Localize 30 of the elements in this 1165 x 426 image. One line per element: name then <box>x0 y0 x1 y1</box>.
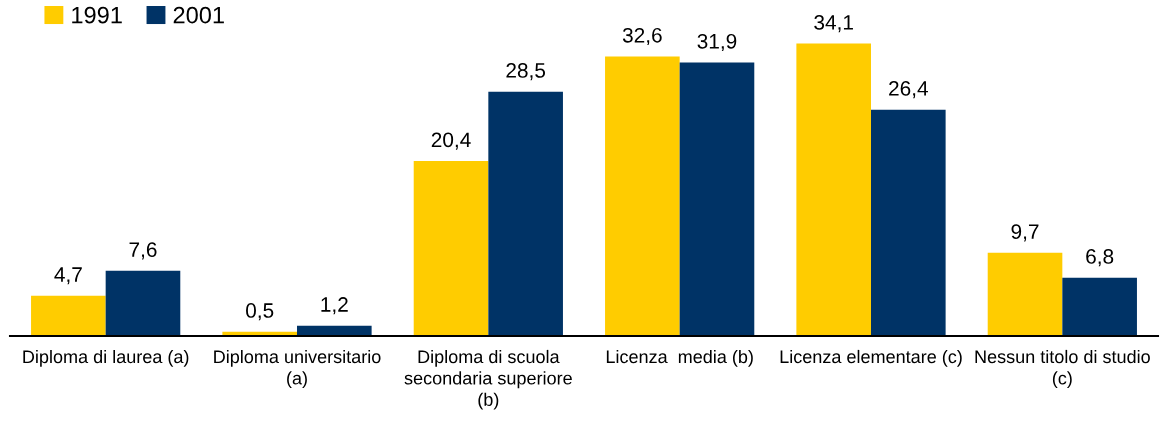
legend-label: 2001 <box>173 6 224 24</box>
data-label: 6,8 <box>1086 249 1114 267</box>
data-label: 31,9 <box>697 33 737 52</box>
bar <box>488 91 563 336</box>
bar <box>1062 277 1137 336</box>
bar <box>31 295 106 336</box>
bar <box>871 109 946 336</box>
legend-label: 1991 <box>72 6 122 24</box>
data-label: 7,6 <box>129 242 157 260</box>
data-label: 20,4 <box>431 132 471 150</box>
data-label: 28,5 <box>506 63 546 81</box>
x-tick-label: Nessun titolo di studio (c) <box>975 349 1150 389</box>
x-tick-label: Licenza media (b) <box>606 349 753 367</box>
bar <box>105 270 181 336</box>
data-label: 9,7 <box>1011 224 1039 242</box>
x-tick-label: Diploma di laurea (a) <box>23 349 189 367</box>
bar <box>796 43 871 336</box>
data-label: 34,1 <box>814 15 853 33</box>
x-tick-label: Diploma universitario (a) <box>214 349 381 389</box>
x-tick-label: Diploma di scuola secondaria superiore (b) <box>404 349 572 410</box>
bar <box>605 56 680 336</box>
bar <box>679 62 755 336</box>
data-label: 0,5 <box>246 303 274 321</box>
data-label: 1,2 <box>321 297 348 315</box>
data-label: 4,7 <box>54 267 82 285</box>
bar <box>413 161 489 336</box>
data-label: 26,4 <box>889 81 928 99</box>
x-tick-label: Licenza elementare (c) <box>780 349 962 367</box>
bar <box>987 252 1063 336</box>
data-label: 32,6 <box>622 27 662 46</box>
